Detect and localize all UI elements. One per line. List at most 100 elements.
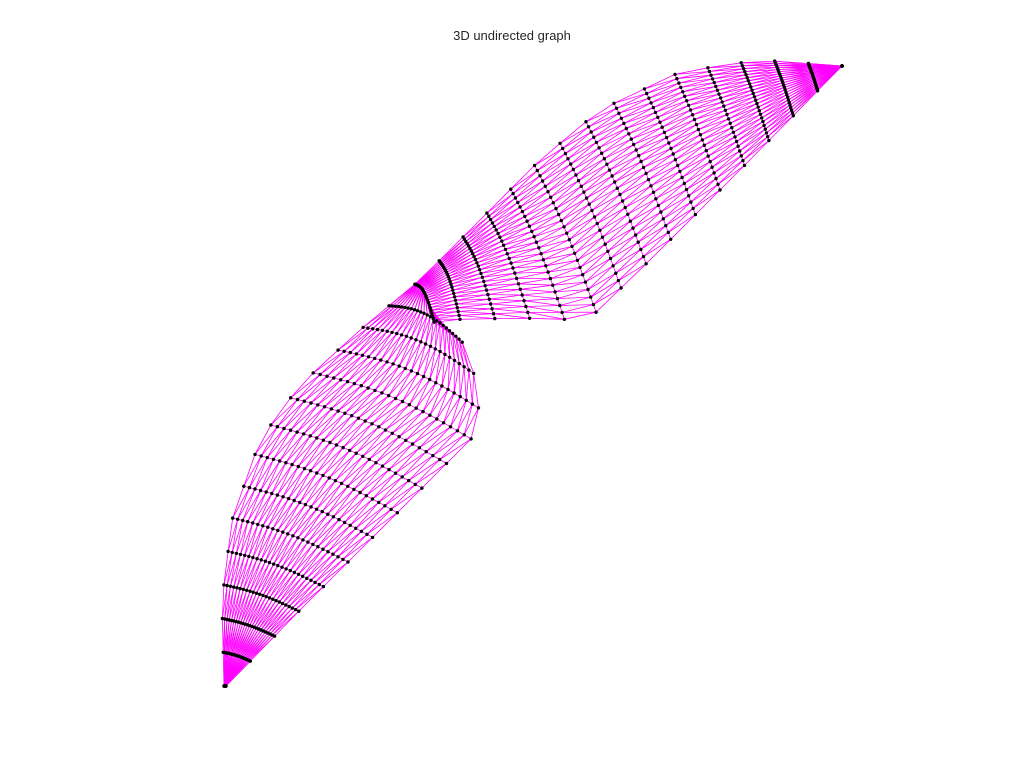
graph-edge bbox=[536, 226, 565, 243]
graph-node bbox=[688, 108, 693, 112]
graph-edge bbox=[766, 112, 793, 134]
graph-edge bbox=[419, 422, 444, 449]
graph-edge bbox=[321, 483, 342, 512]
graph-node bbox=[734, 139, 739, 144]
graph-edge bbox=[720, 89, 753, 99]
graph-edge bbox=[359, 465, 383, 493]
graph-node bbox=[514, 276, 519, 281]
graph-edge bbox=[401, 455, 434, 478]
graph-node bbox=[235, 586, 239, 590]
graph-edge bbox=[390, 484, 416, 510]
graph-edge bbox=[336, 420, 366, 446]
graph-edge bbox=[708, 141, 737, 157]
graph-node bbox=[710, 77, 715, 81]
graph-node bbox=[791, 114, 795, 118]
graph-edge bbox=[625, 191, 654, 208]
graph-edge bbox=[277, 466, 299, 496]
graph-edge bbox=[252, 525, 264, 558]
graph-edge bbox=[450, 273, 482, 285]
graph-node bbox=[321, 584, 326, 589]
graph-edge bbox=[694, 109, 726, 120]
graph-node bbox=[261, 524, 265, 528]
graph-node bbox=[590, 208, 594, 213]
graph-node bbox=[480, 275, 485, 279]
graph-edge bbox=[578, 158, 605, 181]
graph-edge bbox=[736, 121, 764, 142]
graph-edge bbox=[256, 562, 270, 594]
graph-edge bbox=[297, 511, 323, 539]
graph-node bbox=[751, 91, 755, 96]
graph-edge bbox=[682, 86, 716, 93]
graph-edge bbox=[497, 220, 528, 234]
graph-edge bbox=[361, 505, 386, 532]
graph-edge bbox=[615, 249, 642, 274]
graph-edge bbox=[305, 477, 330, 505]
graph-node bbox=[452, 358, 457, 363]
graph-edge bbox=[529, 208, 557, 227]
graph-edge bbox=[495, 211, 523, 231]
graph-edge bbox=[531, 220, 562, 232]
graph-edge bbox=[316, 483, 342, 510]
graph-edge bbox=[531, 214, 559, 232]
graph-edge bbox=[396, 309, 415, 334]
graph-edge bbox=[395, 284, 418, 307]
graph-node bbox=[470, 402, 475, 406]
graph-node bbox=[271, 527, 275, 531]
graph-node bbox=[348, 448, 352, 453]
graph-edge bbox=[378, 401, 403, 428]
graph-edge bbox=[287, 504, 306, 535]
graph-edge bbox=[377, 306, 399, 330]
graph-node bbox=[447, 277, 451, 281]
graph-edge bbox=[453, 289, 487, 294]
graph-edge bbox=[707, 65, 743, 69]
graph-edge bbox=[257, 494, 278, 525]
graph-edge bbox=[355, 502, 379, 529]
graph-edge bbox=[312, 350, 345, 374]
graph-edge bbox=[231, 520, 244, 553]
graph-edge bbox=[744, 69, 778, 73]
graph-node bbox=[687, 194, 691, 198]
graph-node bbox=[790, 111, 795, 115]
graph-node bbox=[424, 450, 428, 454]
graph-node bbox=[608, 256, 613, 261]
graph-edge bbox=[225, 660, 251, 687]
graph-edge bbox=[256, 528, 274, 559]
graph-edge bbox=[279, 433, 304, 462]
graph-edge bbox=[317, 519, 340, 547]
graph-edge bbox=[242, 592, 254, 624]
graph-edge bbox=[289, 544, 314, 571]
graph-edge bbox=[256, 527, 269, 559]
graph-node bbox=[581, 273, 585, 277]
graph-edge bbox=[711, 145, 739, 168]
graph-node bbox=[589, 130, 593, 134]
graph-edge bbox=[290, 402, 312, 431]
graph-edge bbox=[428, 293, 454, 303]
graph-edge bbox=[380, 333, 398, 361]
graph-edge bbox=[577, 236, 603, 261]
graph-edge bbox=[333, 492, 361, 518]
graph-node bbox=[258, 488, 263, 493]
graph-node bbox=[397, 364, 401, 368]
graph-edge bbox=[226, 586, 231, 620]
graph-edge bbox=[429, 296, 455, 306]
graph-edge bbox=[454, 294, 488, 298]
graph-edge bbox=[240, 522, 254, 555]
graph-edge bbox=[385, 404, 410, 431]
graph-edge bbox=[626, 112, 656, 129]
graph-edge bbox=[543, 252, 575, 261]
graph-node bbox=[786, 98, 791, 102]
graph-node bbox=[639, 159, 643, 164]
graph-node bbox=[366, 386, 370, 390]
graph-edge bbox=[270, 397, 292, 426]
graph-node bbox=[763, 127, 767, 131]
graph-node bbox=[586, 125, 591, 129]
graph-edge bbox=[601, 138, 632, 154]
graph-edge bbox=[677, 150, 707, 166]
graph-edge bbox=[486, 193, 514, 214]
graph-node bbox=[440, 384, 444, 388]
graph-edge bbox=[720, 86, 751, 99]
graph-edge bbox=[533, 220, 562, 238]
graph-node bbox=[432, 320, 436, 324]
graph-edge bbox=[269, 568, 287, 599]
graph-node bbox=[317, 582, 321, 587]
